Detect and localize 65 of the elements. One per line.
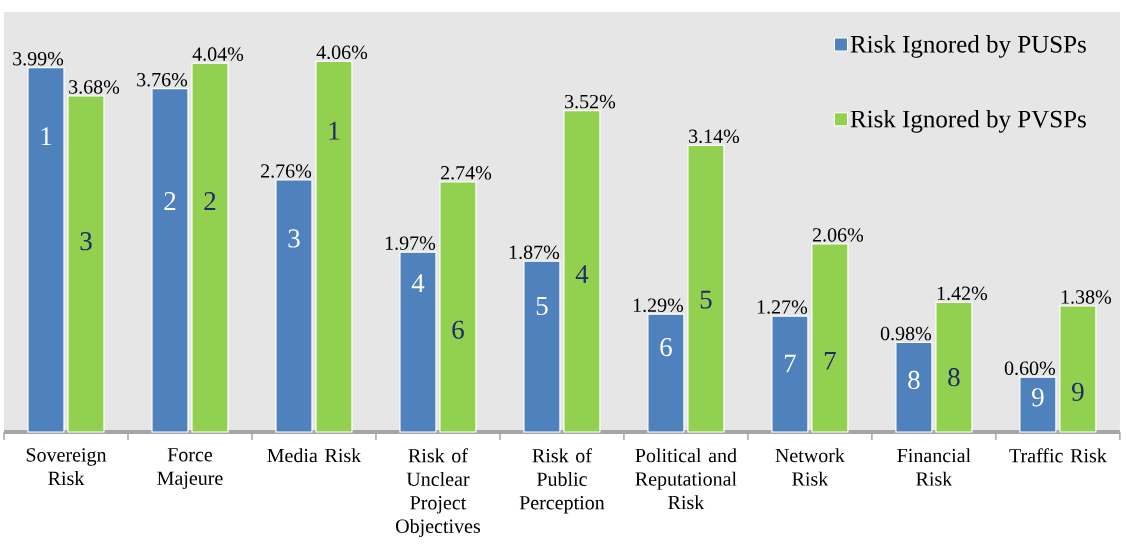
data-label: 1.29%: [633, 298, 684, 313]
x-tick-label: Financial Risk: [897, 448, 971, 486]
data-label: 1.97%: [385, 236, 436, 250]
data-label: 3.14%: [689, 129, 740, 144]
data-label: 1.42%: [937, 286, 988, 301]
annotation: 7: [784, 354, 796, 373]
annotation: 9: [1072, 382, 1084, 401]
bar: [1019, 376, 1057, 433]
annotation: 3: [288, 229, 300, 248]
bar: [935, 301, 973, 433]
legend-label: Risk Ignored by PUSPs: [850, 35, 1086, 58]
data-label: 2.74%: [441, 166, 492, 180]
annotation: 3: [80, 232, 92, 251]
bar: [151, 88, 189, 433]
data-label: 4.04%: [192, 47, 244, 61]
bar: [191, 62, 229, 433]
data-label: 1.38%: [1061, 290, 1112, 304]
bar: [1059, 305, 1097, 433]
x-tick-label: Political and Reputational Risk: [635, 448, 737, 510]
annotation: 5: [700, 290, 712, 309]
x-tick-label: Media Risk: [267, 448, 362, 463]
data-label: 1.87%: [509, 245, 560, 260]
data-label: 0.98%: [880, 326, 932, 341]
annotation: 5: [536, 297, 548, 315]
data-label: 0.60%: [1004, 361, 1056, 376]
bar: [399, 251, 437, 433]
x-tick-label: Risk of Public Perception: [519, 448, 605, 514]
data-label: 4.06%: [316, 45, 368, 60]
bar: [439, 181, 477, 433]
x-tick-label: Sovereign Risk: [26, 448, 107, 486]
bar: [523, 260, 561, 433]
annotation: 7: [824, 351, 836, 370]
annotation: 2: [164, 192, 176, 210]
bar: [27, 67, 65, 433]
data-label: 3.52%: [565, 94, 616, 109]
bar: [563, 110, 601, 433]
annotation: 6: [452, 320, 464, 339]
annotation: 6: [660, 338, 672, 357]
annotation: 4: [575, 265, 589, 283]
annotation: 9: [1032, 388, 1044, 407]
annotation: 4: [411, 274, 425, 293]
x-tick-label: Traffic Risk: [1009, 448, 1107, 463]
data-label: 1.27%: [757, 300, 808, 314]
bar: [771, 315, 809, 433]
bar: [315, 60, 353, 433]
bar: [895, 341, 933, 433]
bar: [67, 95, 105, 433]
x-tick-label: Network Risk: [775, 448, 845, 486]
legend-label: Risk Ignored by PVSPs: [850, 109, 1086, 133]
annotation: 8: [948, 368, 960, 387]
data-label: 2.76%: [261, 164, 312, 178]
x-tick-label: Risk of Unclear Project Objectives: [396, 448, 481, 538]
bar: [275, 179, 313, 433]
data-label: 3.76%: [137, 72, 188, 87]
bar: [811, 243, 849, 433]
bar: [687, 144, 725, 433]
annotation: 8: [908, 370, 920, 390]
annotation: 1: [41, 127, 52, 146]
bar: [647, 313, 685, 433]
data-label: 3.68%: [69, 80, 120, 94]
data-label: 2.06%: [812, 228, 864, 242]
annotation: 1: [329, 121, 340, 140]
x-tick-label: Force Majeure: [157, 448, 223, 490]
annotation: 2: [204, 192, 216, 210]
data-label: 3.99%: [13, 51, 64, 66]
